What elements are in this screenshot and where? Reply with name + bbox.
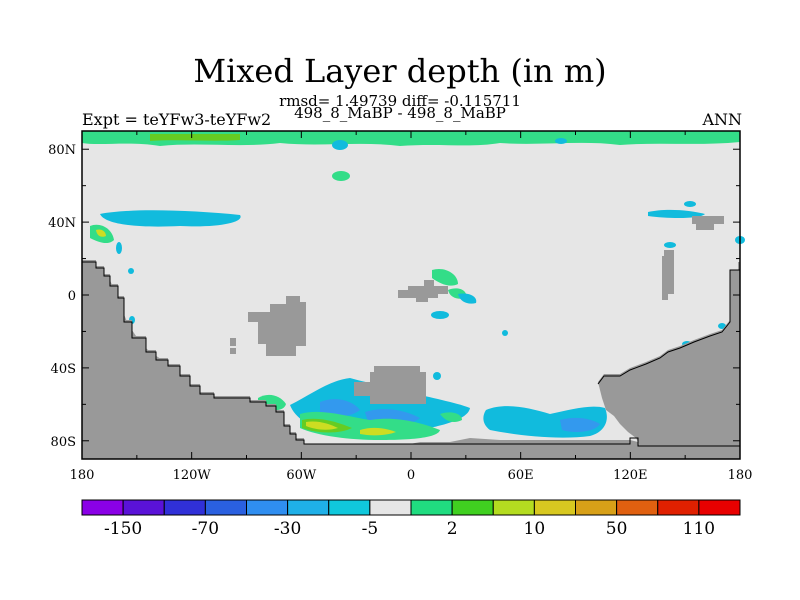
y-tick-label: 40S bbox=[51, 362, 76, 377]
plot-title: Mixed Layer depth (in m) bbox=[193, 52, 607, 90]
tropical-neg bbox=[431, 311, 449, 319]
colorbar-label: -150 bbox=[104, 519, 142, 539]
colorbar-swatch bbox=[698, 499, 741, 516]
tropical-neg bbox=[502, 330, 508, 336]
colorbar-swatch bbox=[369, 499, 412, 516]
coastline-main bbox=[82, 261, 740, 447]
colorbar-swatch bbox=[533, 499, 576, 516]
experiment-label: Expt = teYFw3-teYFw2 bbox=[82, 110, 272, 129]
land-small-island bbox=[230, 338, 236, 346]
southern-ocean-pos-high bbox=[306, 421, 338, 430]
colorbar-label: -30 bbox=[274, 519, 301, 539]
x-tick-label: 120W bbox=[173, 468, 212, 483]
land-americas-coast bbox=[82, 260, 96, 459]
colorbar-label: 2 bbox=[447, 519, 458, 539]
colorbar-swatch bbox=[616, 499, 659, 516]
southern-ocean-pos-high bbox=[360, 427, 396, 436]
coastline-australia bbox=[597, 269, 740, 385]
neg-patch bbox=[664, 242, 676, 248]
colorbar-swatch bbox=[328, 499, 371, 516]
southern-ocean-neg-mid bbox=[560, 417, 600, 432]
colorbar-label: 110 bbox=[683, 519, 715, 539]
land-equatorial-island bbox=[398, 280, 448, 302]
land-thin-strip bbox=[662, 250, 674, 300]
y-tick-label: 80N bbox=[48, 143, 76, 158]
colorbar-swatch bbox=[163, 499, 206, 516]
x-tick-label: 180 bbox=[70, 468, 95, 483]
colorbar-label: -70 bbox=[192, 519, 219, 539]
land-small-island bbox=[230, 348, 236, 354]
land-island-central bbox=[248, 296, 306, 356]
colorbar-swatch bbox=[246, 499, 289, 516]
y-tick-label: 40N bbox=[48, 216, 76, 231]
arctic-neg-patch bbox=[332, 140, 348, 150]
north-pacific-pos-inner bbox=[96, 229, 106, 237]
colorbar: -150 -70 -30 -5 2 10 50 110 bbox=[81, 499, 741, 539]
map-content bbox=[82, 131, 745, 459]
arctic-pos-patch bbox=[332, 171, 350, 181]
southern-ocean-neg-mid bbox=[320, 399, 360, 417]
colorbar-label: -5 bbox=[362, 519, 379, 539]
colorbar-swatch bbox=[122, 499, 165, 516]
neg-patch bbox=[116, 242, 122, 254]
colorbar-swatch bbox=[492, 499, 535, 516]
southern-ocean-pos bbox=[440, 412, 462, 422]
stats-line: rmsd= 1.49739 diff= -0.115711 bbox=[279, 92, 521, 110]
colorbar-swatch bbox=[410, 499, 453, 516]
tropical-neg bbox=[458, 293, 477, 304]
colorbar-label: 50 bbox=[606, 519, 628, 539]
case-line: 498_8_MaBP - 498_8_MaBP bbox=[294, 104, 506, 122]
arctic-mid-patch bbox=[150, 134, 240, 141]
land-antarctic-block bbox=[354, 366, 426, 404]
colorbar-swatch bbox=[204, 499, 247, 516]
y-tick-label: 80S bbox=[51, 435, 76, 450]
north-pacific-neg bbox=[100, 210, 241, 227]
tropical-pos bbox=[432, 268, 458, 286]
land-antarctic-fill bbox=[82, 262, 300, 459]
colorbar-swatch bbox=[287, 499, 330, 516]
colorbar-swatch bbox=[657, 499, 700, 516]
land-australia-east bbox=[598, 270, 740, 446]
map-axes: 180 120W 60W 0 60E 120E 180 80N 40N 0 40S 80S bbox=[48, 131, 752, 483]
tropical-neg bbox=[433, 372, 441, 380]
season-label: ANN bbox=[702, 110, 742, 129]
neg-patch bbox=[684, 201, 696, 207]
arctic-neg-patch bbox=[555, 138, 567, 144]
colorbar-swatch bbox=[451, 499, 494, 516]
colorbar-label: 10 bbox=[524, 519, 546, 539]
x-tick-label: 60E bbox=[508, 468, 534, 483]
x-tick-label: 120E bbox=[613, 468, 647, 483]
neg-patch bbox=[128, 268, 134, 274]
x-tick-label: 0 bbox=[407, 468, 415, 483]
x-tick-label: 180 bbox=[728, 468, 753, 483]
land-north-block bbox=[692, 216, 724, 230]
y-tick-label: 0 bbox=[68, 289, 76, 304]
x-tick-label: 60W bbox=[286, 468, 317, 483]
colorbar-swatch bbox=[575, 499, 618, 516]
colorbar-swatch bbox=[81, 499, 124, 516]
north-atlantic-neg bbox=[648, 209, 705, 219]
southern-ocean-pos bbox=[300, 411, 440, 440]
